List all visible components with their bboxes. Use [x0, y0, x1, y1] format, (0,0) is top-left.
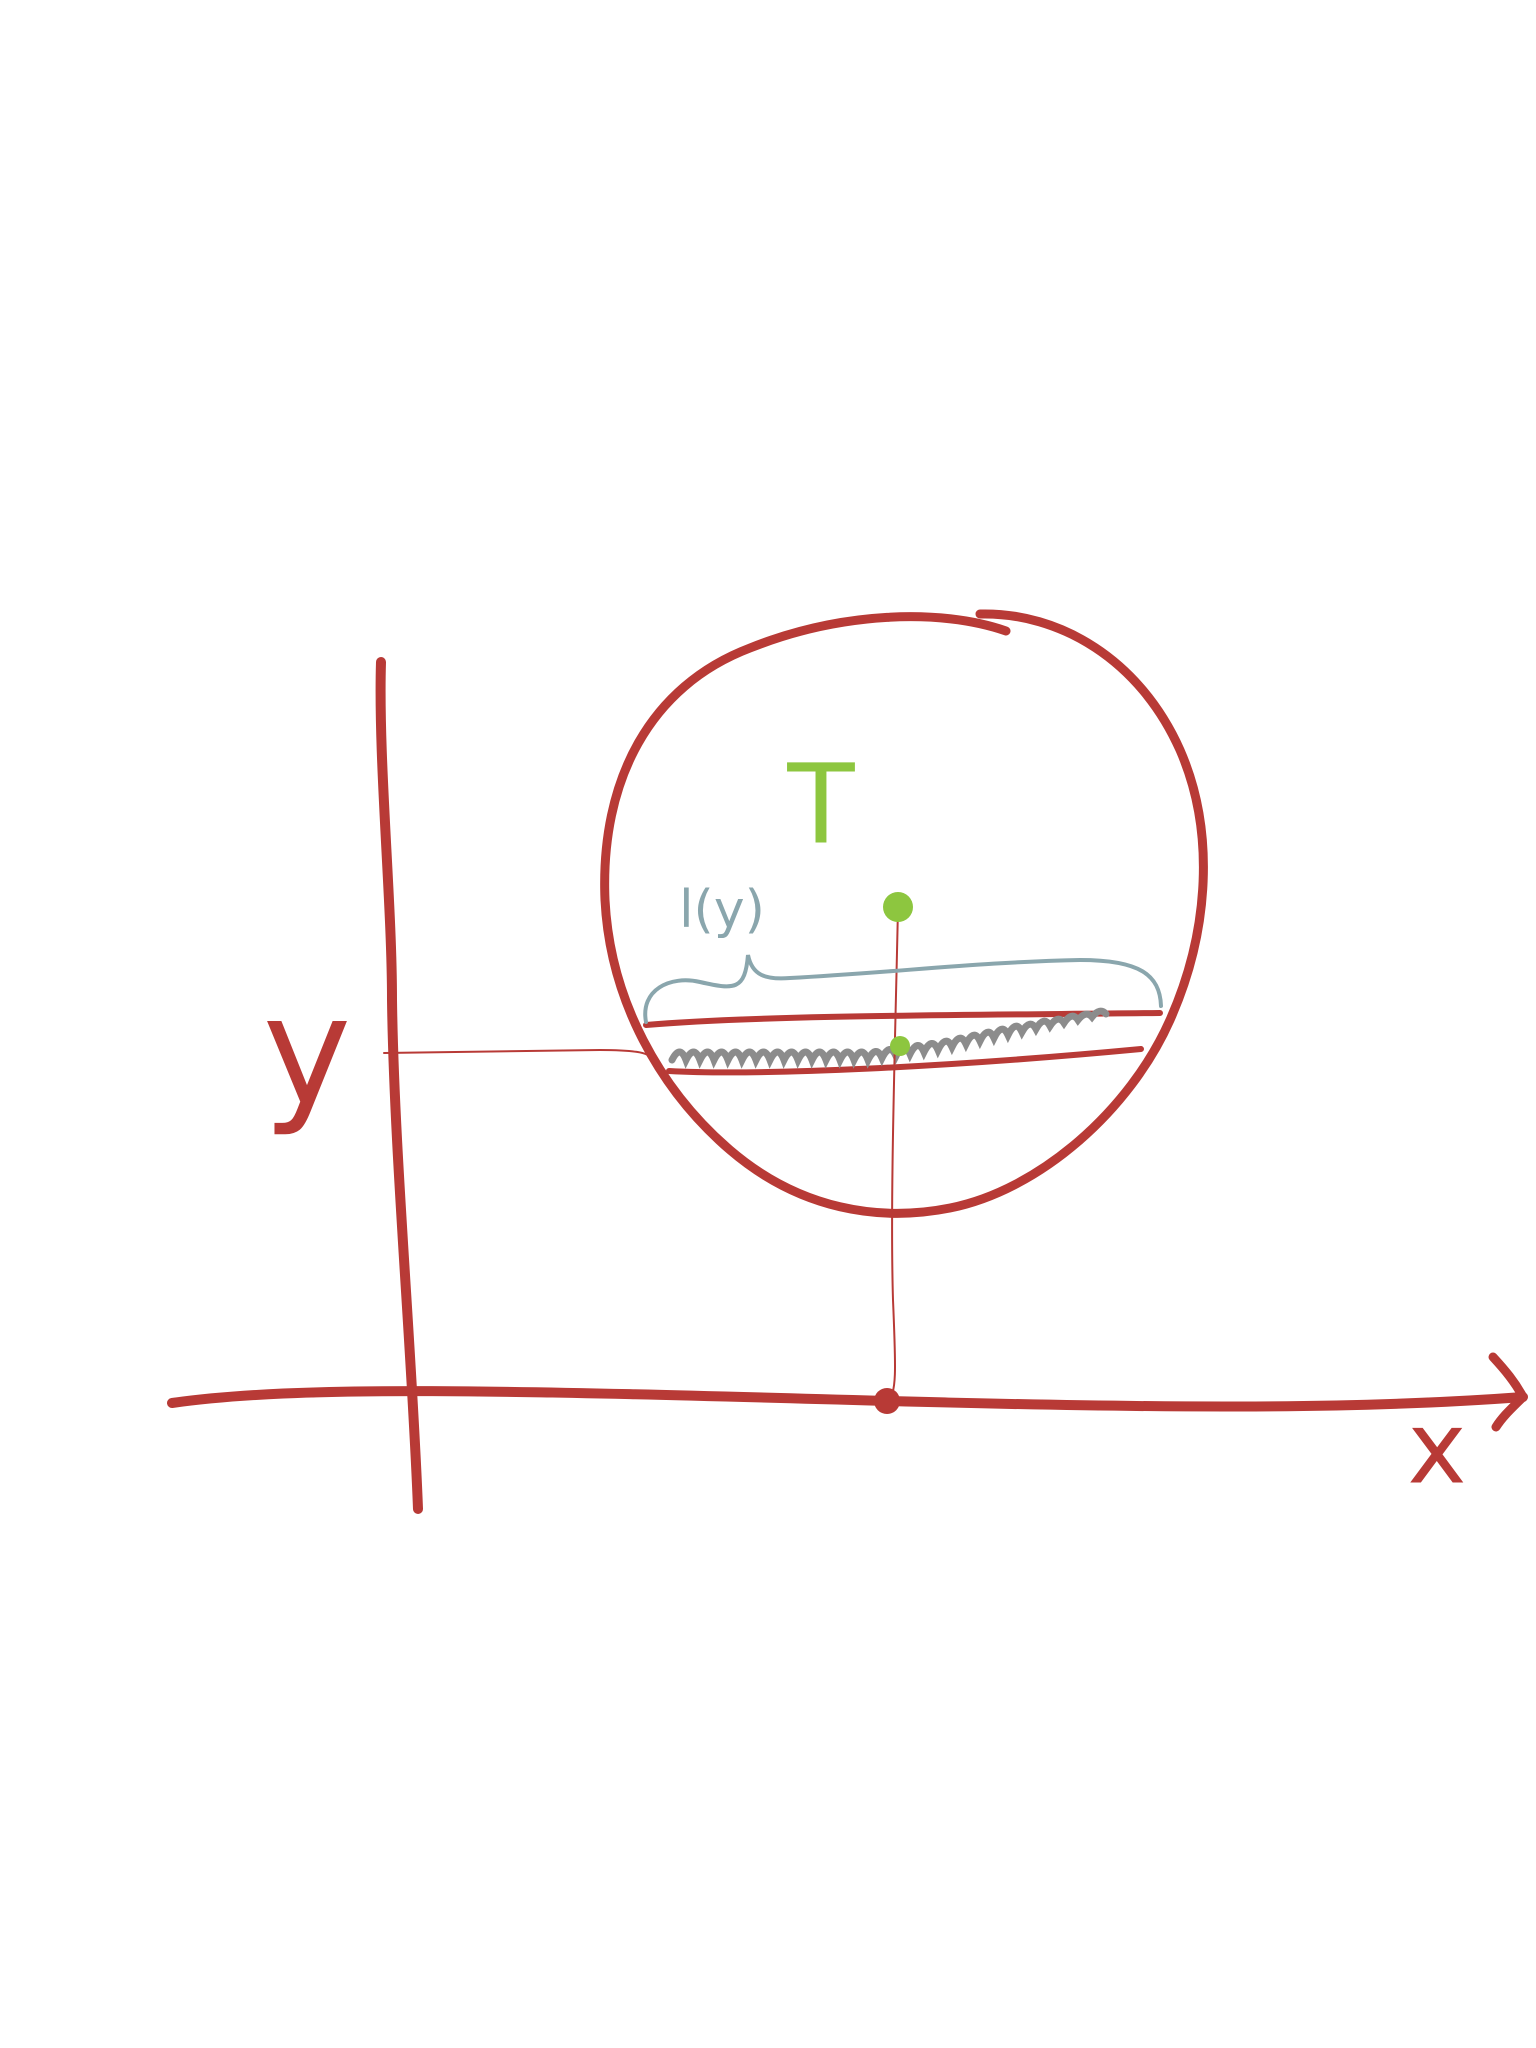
region-label: T: [786, 740, 855, 868]
x-guide: [886, 906, 899, 1402]
centroid-point: [883, 892, 913, 922]
x-axis-arrow: [1488, 1352, 1528, 1432]
y-axis: [375, 657, 423, 1514]
length-label: l(y): [679, 880, 765, 940]
strip-fill: [668, 1007, 1110, 1069]
x-axis-label: x: [1407, 1389, 1466, 1506]
brace: [643, 954, 1163, 1024]
region-boundary: [600, 609, 1208, 1218]
y-axis-label: y: [263, 965, 352, 1139]
y-guide: [383, 1049, 650, 1057]
x-point: [874, 1388, 900, 1414]
strip-centroid: [890, 1036, 910, 1056]
